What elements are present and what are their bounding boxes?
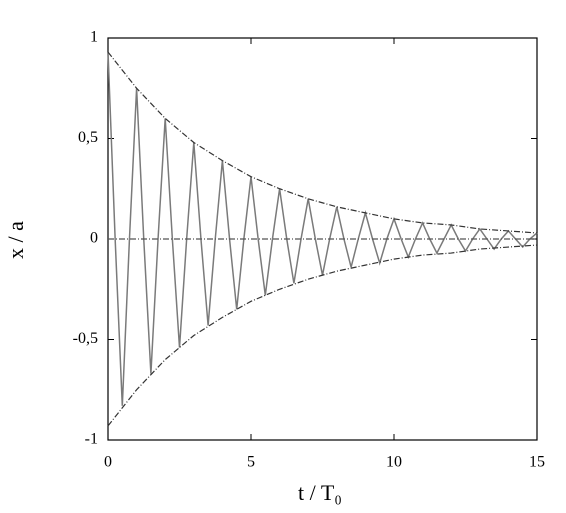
x-tick-label: 0 <box>104 454 112 471</box>
series-line <box>107 51 538 234</box>
y-tick-label: -0,5 <box>73 330 98 347</box>
x-tick-label: 15 <box>529 454 545 471</box>
y-tick-label: 0,5 <box>78 129 98 146</box>
x-tick-label: 5 <box>247 454 255 471</box>
series-line <box>107 52 538 406</box>
y-axis-label: x / a <box>3 221 28 259</box>
series-line <box>107 244 538 427</box>
x-tick-label: 10 <box>386 454 402 471</box>
y-tick-label: 1 <box>90 29 98 46</box>
y-tick-label: 0 <box>90 230 98 247</box>
y-tick-label: -1 <box>85 431 98 448</box>
x-axis-label: t / T₀ <box>298 480 342 505</box>
